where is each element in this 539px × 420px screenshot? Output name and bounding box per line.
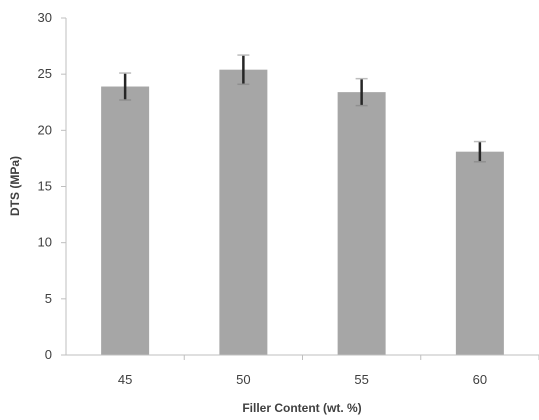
x-axis-ticks: 45 50 55 60 [118, 355, 539, 387]
bar-60 [455, 151, 504, 355]
x-tick-label: 55 [354, 372, 368, 387]
y-tick-label: 15 [38, 179, 52, 194]
y-tick-label: 5 [45, 291, 52, 306]
bar-45 [101, 86, 150, 356]
y-axis-ticks: 0 5 10 15 20 25 30 [38, 10, 66, 362]
y-tick-label: 10 [38, 235, 52, 250]
y-tick-label: 0 [45, 347, 52, 362]
bar-50 [219, 69, 268, 355]
x-tick-label: 60 [473, 372, 487, 387]
bars [101, 69, 504, 356]
y-axis-title: DTS (MPa) [8, 156, 22, 216]
y-tick-label: 20 [38, 122, 52, 137]
bar-55 [337, 92, 386, 355]
x-axis-title: Filler Content (wt. %) [242, 401, 361, 415]
error-bars [119, 54, 486, 163]
x-tick-label: 45 [118, 372, 132, 387]
y-tick-label: 30 [38, 10, 52, 25]
x-tick-label: 50 [236, 372, 250, 387]
y-tick-label: 25 [38, 66, 52, 81]
